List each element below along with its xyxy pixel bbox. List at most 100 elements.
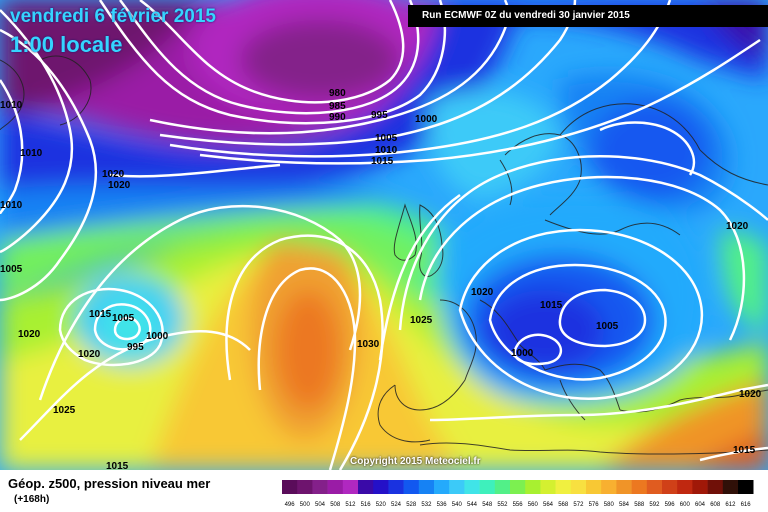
scale-label: 512 bbox=[345, 502, 356, 508]
geopotential-field: 980 985 990 995 1000 1005 1010 1015 1010… bbox=[0, 0, 768, 470]
scale-label: 596 bbox=[665, 502, 676, 508]
scale-swatch bbox=[555, 480, 572, 494]
scale-label: 580 bbox=[604, 502, 615, 508]
isobar-label: 990 bbox=[329, 112, 346, 123]
scale-swatch bbox=[692, 480, 708, 494]
scale-label: 608 bbox=[710, 502, 721, 508]
scale-swatch bbox=[388, 480, 404, 494]
isobar-label: 1020 bbox=[739, 389, 762, 400]
scale-swatch bbox=[358, 480, 374, 494]
scale-label: 524 bbox=[391, 502, 402, 508]
scale-label: 496 bbox=[285, 502, 296, 508]
isobar-label: 1010 bbox=[20, 148, 43, 159]
scale-label: 616 bbox=[741, 502, 752, 508]
isobar-label: 1020 bbox=[471, 287, 494, 298]
isobar-label: 1020 bbox=[102, 169, 125, 180]
isobar-label: 1010 bbox=[0, 200, 23, 211]
isobar-label: 1025 bbox=[53, 405, 76, 416]
scale-label: 544 bbox=[467, 502, 478, 508]
scale-label: 528 bbox=[406, 502, 417, 508]
scale-swatch bbox=[738, 480, 754, 494]
scale-label: 520 bbox=[376, 502, 387, 508]
scale-swatch bbox=[707, 480, 724, 494]
scale-label: 508 bbox=[330, 502, 341, 508]
isobar-label: 1005 bbox=[112, 313, 135, 324]
isobars bbox=[0, 0, 768, 470]
isobar-label: 1000 bbox=[415, 114, 438, 125]
scale-label: 572 bbox=[573, 502, 584, 508]
scale-swatch bbox=[434, 480, 450, 494]
scale-swatch bbox=[510, 480, 526, 494]
scale-swatch bbox=[616, 480, 632, 494]
scale-swatch bbox=[646, 480, 663, 494]
scale-swatch bbox=[312, 480, 328, 494]
scale-swatch bbox=[418, 480, 435, 494]
isobar-label: 980 bbox=[329, 88, 346, 99]
scale-swatch bbox=[540, 480, 556, 494]
forecast-date: vendredi 6 février 2015 bbox=[10, 6, 216, 27]
scale-label: 592 bbox=[649, 502, 660, 508]
scale-swatch bbox=[601, 480, 617, 494]
scale-label: 540 bbox=[452, 502, 463, 508]
isobar-label: 1010 bbox=[375, 145, 398, 156]
scale-swatch bbox=[297, 480, 313, 494]
scale-swatch bbox=[342, 480, 359, 494]
scale-swatch bbox=[662, 480, 678, 494]
isobar-label: 1020 bbox=[108, 180, 131, 191]
isobar-label: 1030 bbox=[357, 339, 380, 350]
copyright: Copyright 2015 Meteociel.fr bbox=[350, 456, 481, 467]
scale-swatch bbox=[464, 480, 480, 494]
isobar-label: 1025 bbox=[410, 315, 433, 326]
isobar-label: 1020 bbox=[726, 221, 749, 232]
isobar-label: 1020 bbox=[18, 329, 41, 340]
scale-label: 600 bbox=[680, 502, 691, 508]
isobar-label: 1005 bbox=[375, 133, 398, 144]
isobar-label: 1015 bbox=[371, 156, 394, 167]
color-scale: 496 500 504 508 512 516 520 524 528 532 536 540 544 5… bbox=[282, 480, 754, 508]
scale-swatch bbox=[722, 480, 739, 494]
scale-swatch bbox=[479, 480, 496, 494]
isobar-label: 995 bbox=[371, 110, 388, 121]
scale-swatch bbox=[403, 480, 420, 494]
scale-swatch bbox=[586, 480, 602, 494]
weather-map: 980 985 990 995 1000 1005 1010 1015 1010… bbox=[0, 0, 768, 470]
scale-label: 564 bbox=[543, 502, 554, 508]
isobar-label: 1015 bbox=[89, 309, 112, 320]
scale-label: 536 bbox=[437, 502, 448, 508]
scale-swatch bbox=[570, 480, 587, 494]
scale-label: 500 bbox=[300, 502, 311, 508]
scale-label: 576 bbox=[589, 502, 600, 508]
scale-label: 532 bbox=[421, 502, 432, 508]
isobar-label: 1000 bbox=[146, 331, 169, 342]
run-info: Run ECMWF 0Z du vendredi 30 janvier 2015 bbox=[408, 5, 768, 27]
scale-swatch bbox=[282, 480, 298, 494]
isobar-label: 1005 bbox=[596, 321, 619, 332]
isobar-label: 1020 bbox=[78, 349, 101, 360]
isobar-label: 1015 bbox=[733, 445, 756, 456]
scale-label: 612 bbox=[725, 502, 736, 508]
isobar-label: 1015 bbox=[106, 461, 129, 470]
scale-label: 504 bbox=[315, 502, 326, 508]
scale-label: 556 bbox=[513, 502, 524, 508]
scale-swatch bbox=[494, 480, 511, 494]
scale-label: 516 bbox=[361, 502, 372, 508]
isobar-label: 1000 bbox=[511, 348, 534, 359]
scale-swatch bbox=[327, 480, 344, 494]
isobar-label: 1005 bbox=[0, 264, 23, 275]
scale-swatch bbox=[631, 480, 648, 494]
isobar-label: 1015 bbox=[540, 300, 563, 311]
scale-swatch bbox=[525, 480, 541, 494]
scale-swatch bbox=[677, 480, 693, 494]
isobar-label: 995 bbox=[127, 342, 144, 353]
isobar-label: 985 bbox=[329, 101, 346, 112]
scale-swatch bbox=[373, 480, 389, 494]
scale-label: 560 bbox=[528, 502, 539, 508]
forecast-range: (+168h) bbox=[14, 494, 50, 505]
forecast-time: 1:00 locale bbox=[10, 32, 123, 57]
scale-label: 568 bbox=[558, 502, 569, 508]
scale-swatch bbox=[449, 480, 465, 494]
isobar-label: 1010 bbox=[0, 100, 23, 111]
scale-label: 588 bbox=[634, 502, 645, 508]
map-title: Géop. z500, pression niveau mer bbox=[8, 476, 211, 491]
scale-label: 548 bbox=[482, 502, 493, 508]
